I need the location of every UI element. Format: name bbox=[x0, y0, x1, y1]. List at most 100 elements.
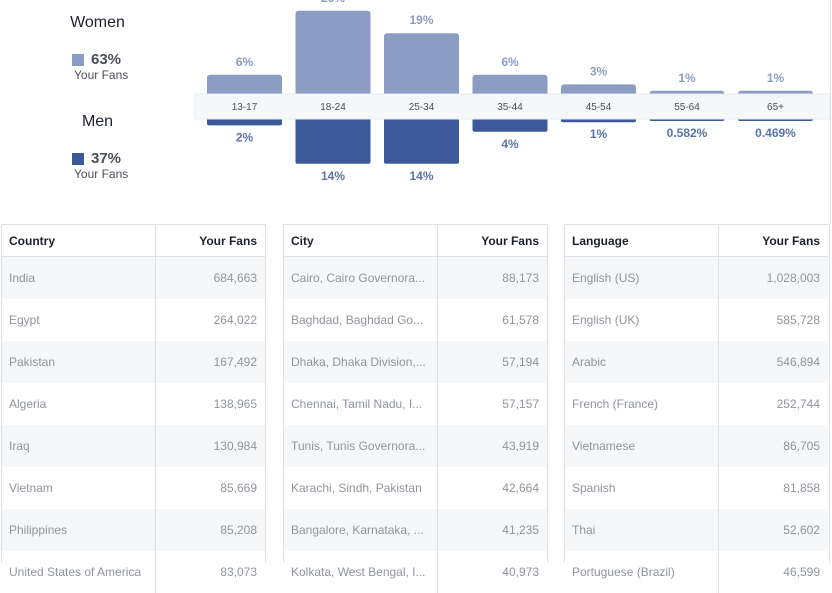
country-table-border bbox=[1, 224, 266, 563]
women-bar bbox=[295, 10, 371, 97]
men-data-label: 14% bbox=[409, 169, 433, 183]
country-fans-cell: 684,663 bbox=[155, 256, 265, 299]
table-row[interactable]: French (France) 252,744 bbox=[564, 383, 828, 425]
age-tick-label: 55-64 bbox=[674, 102, 700, 113]
table-row[interactable]: English (UK) 585,728 bbox=[564, 299, 828, 341]
table-row[interactable]: Algeria 138,965 bbox=[1, 383, 265, 425]
age-bars-svg: 6% 2% 26% 14% 19% 14% 6% 4% 3% 1% 1% 0.582% 1% 0.469%… bbox=[194, 0, 830, 183]
women-data-label: 19% bbox=[409, 13, 433, 27]
table-row[interactable]: Iraq 130,984 bbox=[1, 425, 265, 467]
women-label: Women bbox=[70, 14, 125, 31]
men-data-label: 0.469% bbox=[755, 126, 796, 140]
city-name-cell: Dhaka, Dhaka Division,... bbox=[283, 341, 438, 383]
table-row[interactable]: Vietnam 85,669 bbox=[1, 467, 265, 509]
language-name-cell: Arabic bbox=[564, 341, 719, 383]
women-bar bbox=[207, 74, 282, 97]
country-fans-cell: 167,492 bbox=[155, 341, 265, 383]
table-row[interactable]: Vietnamese 86,705 bbox=[564, 425, 828, 467]
men-data-label: 0.582% bbox=[667, 126, 708, 140]
women-sub-label: Your Fans bbox=[74, 68, 129, 82]
country-fans-cell: 130,984 bbox=[155, 425, 265, 467]
language-header[interactable]: Language bbox=[564, 224, 719, 257]
city-fans-cell: 61,578 bbox=[437, 299, 547, 341]
age-tick-label: 35-44 bbox=[497, 102, 523, 113]
language-fans-cell: 1,028,003 bbox=[718, 256, 828, 299]
table-row[interactable]: Pakistan 167,492 bbox=[1, 341, 265, 383]
country-fans-cell: 264,022 bbox=[155, 299, 265, 341]
country-fans-cell: 85,669 bbox=[155, 467, 265, 509]
table-row[interactable]: Chennai, Tamil Nadu, I... 57,157 bbox=[283, 383, 547, 425]
language-fans-cell: 585,728 bbox=[718, 299, 828, 341]
language-name-cell: French (France) bbox=[564, 383, 719, 425]
men-data-label: 2% bbox=[236, 130, 254, 144]
fan-tables: Country Your Fans India 684,663 Egypt 264,0… bbox=[0, 224, 832, 593]
language-fans-cell: 252,744 bbox=[718, 383, 828, 425]
country-name-cell: Egypt bbox=[1, 299, 156, 341]
age-tick-label: 25-34 bbox=[409, 102, 435, 113]
men-bar bbox=[384, 116, 459, 164]
men-percent: 37% bbox=[72, 150, 121, 167]
table-row[interactable]: Tunis, Tunis Governora... 43,919 bbox=[283, 425, 547, 467]
city-name-cell: Chennai, Tamil Nadu, I... bbox=[283, 383, 438, 425]
country-fans-cell: 138,965 bbox=[155, 383, 265, 425]
table-row[interactable]: India 684,663 bbox=[1, 256, 265, 299]
country-fans-header[interactable]: Your Fans bbox=[155, 224, 265, 257]
city-fans-cell: 41,235 bbox=[437, 509, 547, 551]
city-fans-header[interactable]: Your Fans bbox=[437, 224, 547, 257]
women-data-label: 1% bbox=[767, 71, 785, 85]
country-header[interactable]: Country bbox=[1, 224, 156, 257]
men-bar bbox=[472, 116, 548, 132]
women-data-label: 6% bbox=[501, 55, 519, 69]
language-fans-header[interactable]: Your Fans bbox=[718, 224, 828, 257]
men-sub-label: Your Fans bbox=[74, 167, 129, 181]
table-row[interactable]: Philippines 85,208 bbox=[1, 509, 265, 551]
language-fans-cell: 81,858 bbox=[718, 467, 828, 509]
women-swatch bbox=[72, 54, 84, 67]
city-name-cell: Baghdad, Baghdad Go... bbox=[283, 299, 438, 341]
table-row[interactable]: Bangalore, Karnataka, ... 41,235 bbox=[283, 509, 547, 551]
table-row[interactable]: English (US) 1,028,003 bbox=[564, 256, 828, 299]
country-fans-cell: 85,208 bbox=[155, 509, 265, 551]
city-table: City Your Fans Cairo, Cairo Governora...… bbox=[283, 224, 547, 593]
city-fans-cell: 43,919 bbox=[437, 425, 547, 467]
age-tick-label: 65+ bbox=[767, 102, 784, 113]
city-fans-cell: 57,194 bbox=[437, 341, 547, 383]
country-name-cell: Algeria bbox=[1, 383, 156, 425]
city-header[interactable]: City bbox=[283, 224, 438, 257]
table-row[interactable]: Thai 52,602 bbox=[564, 509, 828, 551]
language-name-cell: Vietnamese bbox=[564, 425, 719, 467]
city-name-cell: Cairo, Cairo Governora... bbox=[283, 256, 438, 299]
women-bar bbox=[472, 74, 548, 97]
table-row[interactable]: Egypt 264,022 bbox=[1, 299, 265, 341]
city-name-cell: Bangalore, Karnataka, ... bbox=[283, 509, 438, 551]
city-name-cell: Karachi, Sindh, Pakistan bbox=[283, 467, 438, 509]
women-bar bbox=[384, 33, 459, 97]
table-row[interactable]: Baghdad, Baghdad Go... 61,578 bbox=[283, 299, 547, 341]
city-fans-cell: 42,664 bbox=[437, 467, 547, 509]
table-row[interactable]: Spanish 81,858 bbox=[564, 467, 828, 509]
table-row[interactable]: Dhaka, Dhaka Division,... 57,194 bbox=[283, 341, 547, 383]
country-name-cell: Pakistan bbox=[1, 341, 156, 383]
language-name-cell: Thai bbox=[564, 509, 719, 551]
city-name-cell: Tunis, Tunis Governora... bbox=[283, 425, 438, 467]
language-fans-cell: 52,602 bbox=[718, 509, 828, 551]
age-axis-band bbox=[194, 93, 830, 120]
country-name-cell: Iraq bbox=[1, 425, 156, 467]
age-gender-chart: Women 63% Your Fans Men 37% Your Fans 6%… bbox=[0, 0, 831, 224]
table-row[interactable]: Karachi, Sindh, Pakistan 42,664 bbox=[283, 467, 547, 509]
women-percent: 63% bbox=[72, 51, 121, 68]
language-name-cell: English (UK) bbox=[564, 299, 719, 341]
language-name-cell: English (US) bbox=[564, 256, 719, 299]
women-data-label: 3% bbox=[590, 64, 608, 78]
language-table-border bbox=[564, 224, 830, 563]
city-fans-cell: 57,157 bbox=[437, 383, 547, 425]
women-percent-value: 63% bbox=[91, 51, 122, 68]
language-name-cell: Spanish bbox=[564, 467, 719, 509]
men-percent-value: 37% bbox=[91, 150, 122, 167]
men-data-label: 4% bbox=[501, 137, 519, 151]
country-name-cell: Vietnam bbox=[1, 467, 156, 509]
men-data-label: 1% bbox=[590, 127, 608, 141]
table-row[interactable]: Arabic 546,894 bbox=[564, 341, 828, 383]
table-row[interactable]: Cairo, Cairo Governora... 88,173 bbox=[283, 256, 547, 299]
city-fans-cell: 88,173 bbox=[437, 256, 547, 299]
